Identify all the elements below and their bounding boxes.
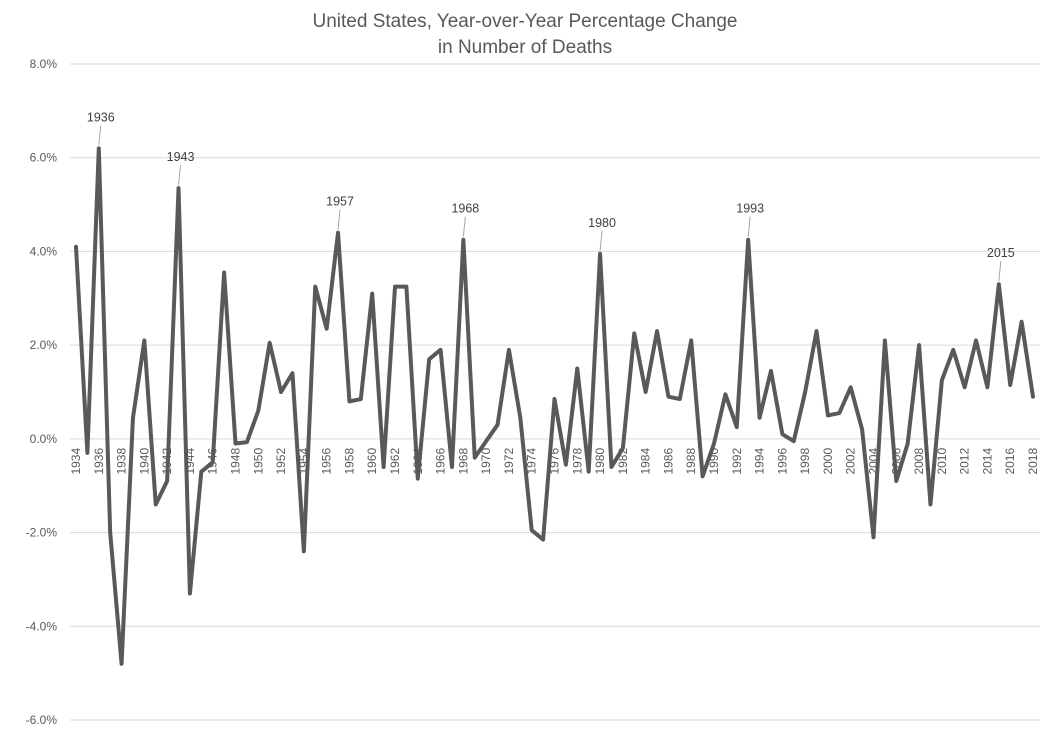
x-tick-label: 1974: [525, 448, 539, 475]
x-tick-label: 1998: [798, 448, 812, 475]
y-tick-label: 4.0%: [30, 244, 58, 258]
annotation-leader: [462, 216, 466, 237]
x-tick-label: 1948: [229, 448, 243, 475]
annotation-label: 1980: [588, 216, 616, 230]
x-tick-label: 1972: [502, 448, 516, 475]
x-tick-label: 2002: [844, 448, 858, 475]
x-tick-label: 2000: [821, 448, 835, 475]
x-tick-label: 1950: [251, 448, 265, 475]
annotations: 1936 1943 1957 1968 1980 1993 2015: [87, 110, 1015, 282]
x-tick-label: 2016: [1003, 448, 1017, 475]
x-tick-label: 2014: [980, 448, 994, 475]
x-tick-label: 2012: [958, 448, 972, 475]
annotation-label: 2015: [987, 246, 1015, 260]
annotation-label: 1943: [167, 150, 195, 164]
x-tick-label: 1984: [639, 448, 653, 475]
y-tick-label: -6.0%: [26, 713, 58, 727]
y-tick-label: 6.0%: [30, 151, 58, 165]
annotation-label: 1957: [326, 195, 354, 209]
x-tick-label: 1934: [69, 448, 83, 475]
annotation-label: 1993: [736, 202, 764, 216]
x-tick-label: 2008: [912, 448, 926, 475]
x-tick-label: 1958: [342, 448, 356, 475]
annotation-label: 1968: [451, 202, 479, 216]
x-tick-label: 1956: [320, 448, 334, 475]
x-tick-label: 1988: [684, 448, 698, 475]
annotation-label: 1936: [87, 110, 115, 124]
x-tick-label: 1992: [730, 448, 744, 475]
y-tick-label: 0.0%: [30, 432, 58, 446]
annotation-leader: [178, 165, 182, 186]
x-tick-label: 2010: [935, 448, 949, 475]
x-tick-label: 1938: [115, 448, 129, 475]
y-tick-label: 8.0%: [30, 57, 58, 71]
annotation-leader: [998, 261, 1002, 282]
annotation-leader: [98, 125, 102, 146]
x-axis: 1934 1936 1938 1940 1942 1944 1946 1948 1950 1952…: [69, 448, 1040, 475]
x-tick-label: 1980: [593, 448, 607, 475]
y-tick-label: -2.0%: [26, 526, 58, 540]
y-tick-label: 2.0%: [30, 338, 58, 352]
annotation-leader: [599, 230, 603, 251]
x-tick-label: 2018: [1026, 448, 1040, 475]
x-tick-label: 1936: [92, 448, 106, 475]
chart-title-line-2: in Number of Deaths: [438, 37, 612, 58]
x-tick-label: 1960: [365, 448, 379, 475]
x-tick-label: 1996: [775, 448, 789, 475]
x-tick-label: 1952: [274, 448, 288, 475]
y-axis: 8.0% 6.0% 4.0% 2.0% 0.0% -2.0% -4.0% -6.0%: [26, 57, 58, 727]
x-tick-label: 1986: [661, 448, 675, 475]
chart-title-line-1: United States, Year-over-Year Percentage…: [313, 11, 738, 32]
x-tick-label: 1978: [570, 448, 584, 475]
series-group: [74, 146, 1035, 666]
gridlines: [70, 63, 1040, 721]
annotation-leader: [747, 216, 751, 237]
annotation-leader: [337, 209, 341, 230]
x-tick-label: 1940: [137, 448, 151, 475]
x-tick-label: 1966: [434, 448, 448, 475]
x-tick-label: 1994: [753, 448, 767, 475]
y-tick-label: -4.0%: [26, 619, 58, 633]
x-tick-label: 1970: [479, 448, 493, 475]
series-line: [74, 146, 1035, 666]
x-tick-label: 1968: [456, 448, 470, 475]
x-tick-label: 1962: [388, 448, 402, 475]
